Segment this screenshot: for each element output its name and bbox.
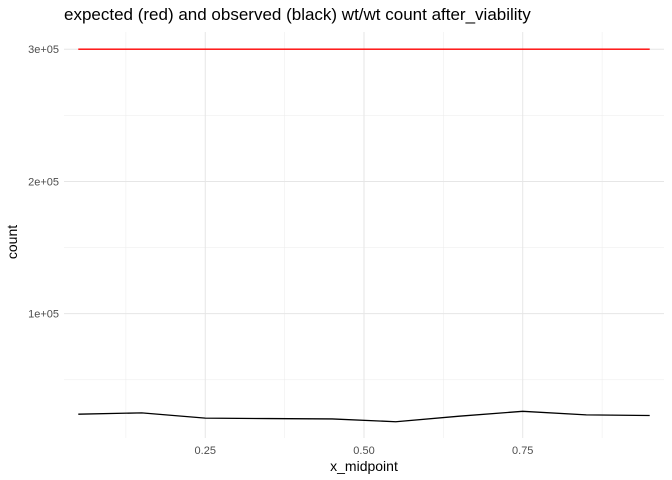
x-tick-label: 0.75: [512, 445, 533, 457]
series-lines: [78, 48, 650, 423]
y-tick-label: 3e+05: [28, 44, 59, 56]
chart-title: expected (red) and observed (black) wt/w…: [64, 5, 531, 24]
y-tick-label: 2e+05: [28, 176, 59, 188]
tick-labels: 0.25 0.50 0.75 1e+05 2e+05 3e+05: [28, 44, 533, 457]
y-axis-title: count: [4, 225, 20, 259]
x-tick-label: 0.50: [353, 445, 374, 457]
series-line-2: [78, 410, 650, 423]
x-axis-title: x_midpoint: [330, 458, 398, 474]
x-tick-label: 0.25: [195, 445, 216, 457]
y-tick-label: 1e+05: [28, 309, 59, 321]
grid: [64, 32, 664, 438]
